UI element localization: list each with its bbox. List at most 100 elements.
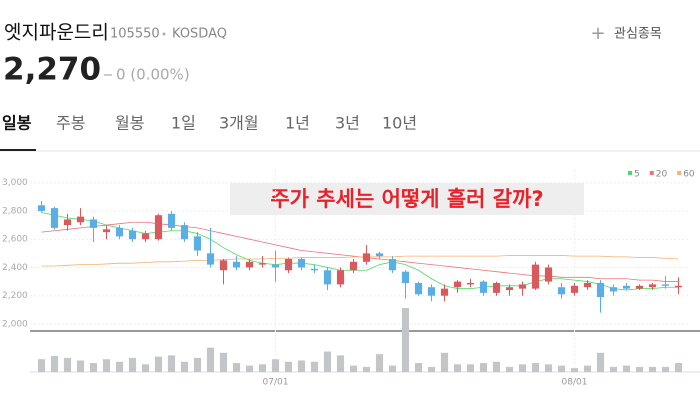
tab[interactable]: 1년 (285, 114, 310, 133)
candle-body (271, 264, 280, 268)
volume-bar (362, 366, 371, 372)
candle-body (388, 258, 397, 271)
candle-body (570, 285, 579, 293)
legend-label: 60 (683, 170, 695, 180)
candle-body (440, 288, 449, 296)
volume-bar (583, 365, 592, 372)
y-tick-label: 2,600 (2, 235, 28, 245)
candle-body (154, 215, 163, 240)
candle-body (557, 287, 566, 295)
volume-bar (635, 366, 644, 372)
candle-body (323, 270, 332, 285)
tab[interactable]: 10년 (382, 114, 417, 133)
volume-bar (76, 360, 85, 372)
tab[interactable]: 일봉 (2, 114, 32, 133)
volume-bar (648, 366, 657, 372)
candle-body (635, 285, 644, 289)
candle-body (401, 271, 410, 283)
volume-bar (193, 357, 202, 372)
volume-bar (388, 365, 397, 372)
volume-bar (271, 359, 280, 372)
volume-bar (180, 361, 189, 372)
volume-bar (453, 364, 462, 372)
candle-body (193, 236, 202, 251)
ma-line (41, 255, 679, 267)
candle-body (232, 261, 241, 268)
volume-bar (336, 355, 345, 372)
annotation-bg (230, 183, 584, 215)
tab[interactable]: 주봉 (56, 114, 85, 133)
volume-bar (115, 361, 124, 372)
candle-body (648, 284, 657, 288)
volume-bar (154, 356, 163, 372)
volume-bar (518, 364, 527, 372)
candle-body (206, 253, 215, 265)
candle-body (349, 261, 358, 271)
candle-body (297, 258, 306, 268)
y-tick-label: 2,200 (2, 291, 28, 301)
volume-bar (505, 366, 514, 372)
candle-body (63, 219, 72, 226)
volume-bar (206, 347, 215, 372)
tab[interactable]: 3개월 (219, 114, 259, 133)
volume-bar (37, 359, 46, 372)
candle-body (362, 253, 371, 262)
candle-body (427, 287, 436, 296)
volume-bar (50, 356, 59, 372)
tab[interactable]: 1일 (171, 114, 196, 133)
volume-bar (674, 363, 683, 372)
x-tick-label: 08/01 (562, 378, 588, 388)
volume-bar (258, 364, 267, 372)
volume-bar (401, 308, 410, 372)
tab[interactable]: 3년 (335, 114, 360, 133)
candle-body (674, 285, 683, 288)
candle-body (505, 287, 514, 291)
watch-label: 관심종목 (614, 27, 662, 42)
candle-body (622, 285, 631, 289)
stock-code: 105550 (110, 27, 160, 42)
candle-body (609, 287, 618, 292)
volume-bar (414, 363, 423, 372)
volume-bar (544, 364, 553, 372)
ma-line (41, 211, 679, 291)
tab[interactable]: 월봉 (115, 114, 144, 133)
candle-body (466, 282, 475, 285)
candle-body (453, 281, 462, 288)
candle-body (583, 282, 592, 288)
watch-button[interactable]: + 관심종목 (590, 23, 661, 44)
candle-body (245, 261, 254, 268)
candle-body (37, 205, 46, 211)
volume-bar (466, 364, 475, 372)
volume-bar (609, 366, 618, 372)
annotation: 주가 추세는 어떻게 흘러 갈까? (270, 187, 543, 211)
candle-body (492, 282, 501, 293)
volume-bar (323, 351, 332, 372)
volume-bar (596, 352, 605, 372)
candle-body (531, 264, 540, 289)
candle-body (115, 227, 124, 237)
candle-body (284, 258, 293, 271)
candle-body (219, 260, 228, 271)
plus-icon: + (590, 23, 605, 44)
tab-bar: 일봉 주봉 월봉 1일 3개월 1년 3년 10년 (2, 114, 417, 133)
volume-bar (219, 352, 228, 372)
volume-bar (492, 361, 501, 372)
volume-bar (557, 365, 566, 372)
candle-body (89, 219, 98, 228)
y-tick-label: 2,400 (2, 263, 28, 273)
price: 2,270 (3, 52, 101, 88)
volume-bar (661, 366, 670, 372)
candle-body (336, 270, 345, 285)
separator (162, 32, 166, 36)
volume-bar (570, 368, 579, 372)
candle-body (180, 225, 189, 240)
volume-bar (63, 357, 72, 372)
candle-body (479, 281, 488, 293)
candle-body (596, 282, 605, 298)
candle-body (310, 268, 319, 271)
legend-swatch (649, 171, 654, 175)
volume-bar (89, 363, 98, 372)
candle-body (661, 284, 670, 286)
